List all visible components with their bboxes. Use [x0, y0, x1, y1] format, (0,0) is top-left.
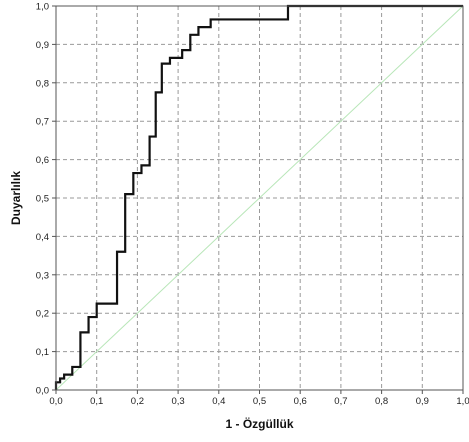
x-axis-title: 1 - Özgüllük	[225, 416, 293, 431]
x-tick-label: 0,7	[334, 396, 347, 407]
reference-line-layer	[55, 5, 464, 391]
y-tick-label: 0,0	[36, 386, 49, 397]
x-tick-label: 0,6	[294, 396, 307, 407]
x-tick-label: 1,0	[456, 396, 469, 407]
x-tick-label: 0,3	[171, 396, 184, 407]
y-tick-label: 0,7	[36, 117, 49, 128]
roc-curve-layer	[54, 4, 463, 390]
roc-curve	[54, 4, 463, 390]
grid	[55, 5, 464, 391]
y-axis-ticks: 0,0 0,1 0,2 0,3 0,4 0,5 0,6 0,7 0,8 0,9 1,0	[36, 2, 56, 397]
y-axis-title: Duyarlılık	[9, 171, 23, 225]
reference-diagonal-line	[55, 5, 464, 391]
y-tick-label: 0,4	[36, 232, 49, 243]
x-tick-label: 0,4	[212, 396, 225, 407]
y-tick-label: 0,1	[36, 347, 49, 358]
y-tick-label: 0,6	[36, 155, 49, 166]
y-tick-label: 0,8	[36, 78, 49, 89]
x-axis-ticks: 0,0 0,1 0,2 0,3 0,4 0,5 0,6 0,7 0,8 0,9 1,0	[49, 390, 469, 407]
x-tick-label: 0,9	[416, 396, 429, 407]
x-tick-label: 0,1	[90, 396, 103, 407]
x-tick-label: 0,2	[131, 396, 144, 407]
y-tick-label: 0,3	[36, 270, 49, 281]
y-tick-label: 1,0	[36, 2, 49, 13]
y-tick-label: 0,5	[36, 194, 49, 205]
x-tick-label: 0,0	[49, 396, 62, 407]
x-tick-label: 0,8	[375, 396, 388, 407]
y-tick-label: 0,9	[36, 40, 49, 51]
y-tick-label: 0,2	[36, 309, 49, 320]
x-tick-label: 0,5	[253, 396, 266, 407]
